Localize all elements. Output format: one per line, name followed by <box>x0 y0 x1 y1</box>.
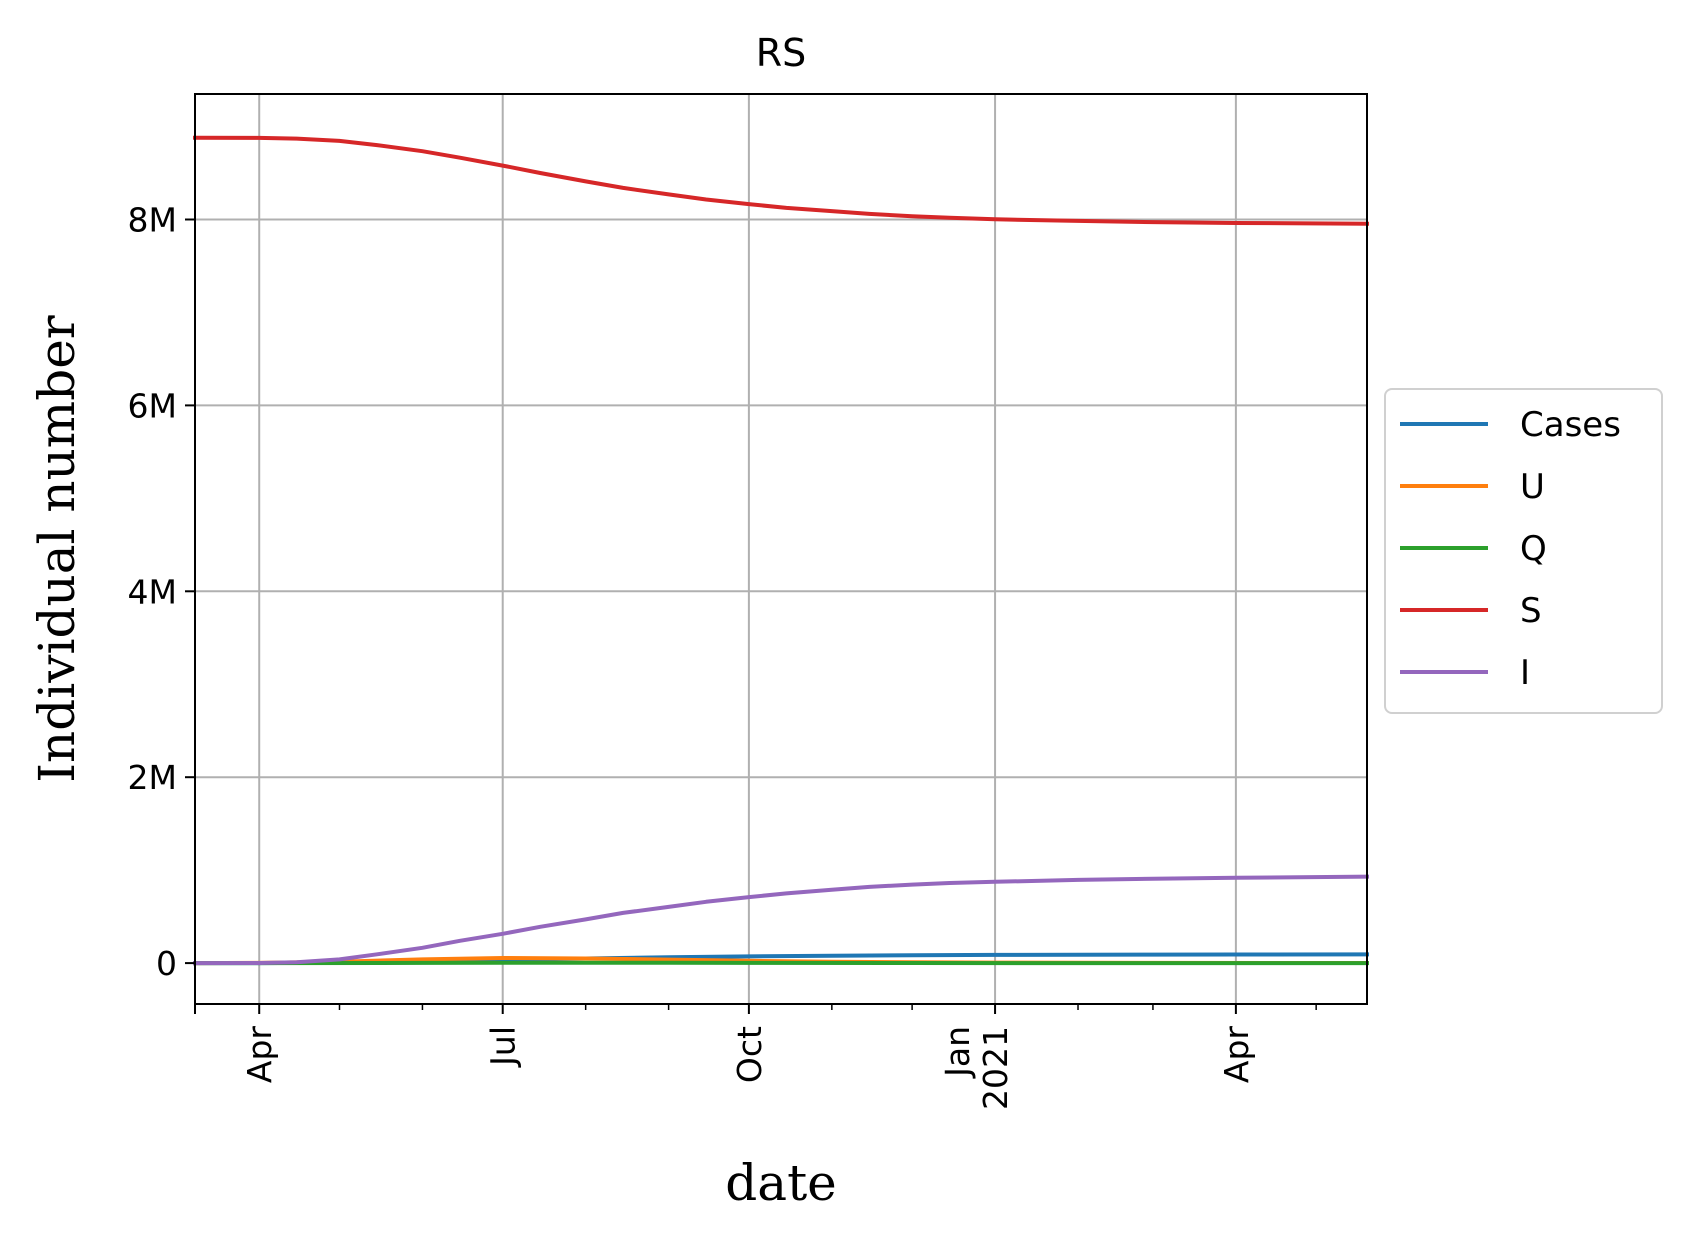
legend-label-cases: Cases <box>1520 405 1621 445</box>
x-tick-label: Apr <box>240 1026 279 1084</box>
y-tick-label: 6M <box>128 386 177 425</box>
y-tick-label: 2M <box>128 758 177 797</box>
chart-title: RS <box>756 31 807 75</box>
legend-label-u: U <box>1520 467 1545 507</box>
legend-label-q: Q <box>1520 529 1547 569</box>
x-axis: Apr Jul Oct Jan 2021 Apr <box>194 1004 1317 1110</box>
y-axis: 0 2M 4M 6M 8M <box>128 200 195 983</box>
x-tick-label: Apr <box>1217 1026 1256 1084</box>
legend-box <box>1384 388 1663 714</box>
x-tick-label: Oct <box>730 1026 769 1083</box>
series-layer <box>192 135 1370 966</box>
y-tick-label: 0 <box>156 944 177 983</box>
series-line-i <box>192 874 1370 966</box>
series-line-s <box>192 135 1370 226</box>
x-tick-label: Jan <box>938 1026 977 1079</box>
legend-label-s: S <box>1520 591 1542 631</box>
x-tick-label: 2021 <box>976 1026 1015 1110</box>
plot-frame <box>194 93 1368 1005</box>
x-tick-label: Jul <box>484 1026 523 1068</box>
y-tick-label: 8M <box>128 200 177 239</box>
grid <box>195 94 1367 1004</box>
y-tick-label: 4M <box>128 572 177 611</box>
y-axis-label: Individual number <box>28 315 86 783</box>
x-axis-label: date <box>725 1154 837 1212</box>
legend-label-i: I <box>1520 653 1530 693</box>
